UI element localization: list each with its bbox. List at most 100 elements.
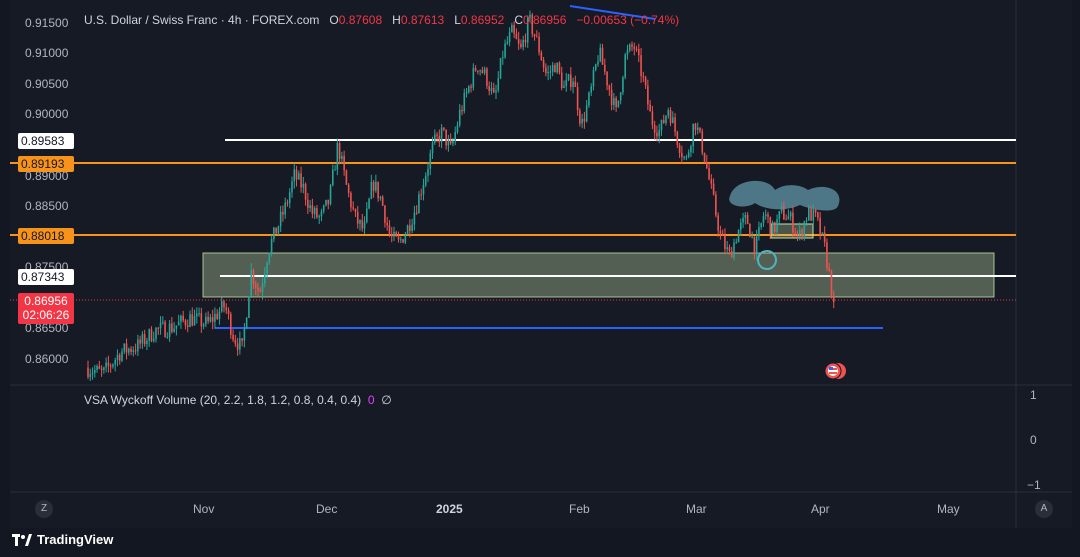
candle-body [465, 92, 468, 94]
indicator-name[interactable]: VSA Wyckoff Volume (20, 2.2, 1.8, 1.2, 0… [84, 393, 362, 407]
candle-body [626, 50, 629, 55]
candle-body [563, 86, 565, 89]
candle-body [377, 181, 379, 199]
candle-body [184, 320, 187, 326]
candle-body [635, 48, 638, 50]
candle-body [400, 239, 402, 241]
candle-body [264, 273, 266, 284]
goto-date-button[interactable]: Z [35, 500, 53, 518]
symbol-title[interactable]: U.S. Dollar / Swiss Franc · 4h · FOREX.c… [84, 13, 320, 27]
candle-body [774, 222, 776, 232]
candle-body [737, 229, 740, 243]
candle-body [354, 208, 357, 212]
candle-body [662, 119, 665, 124]
candle-body [715, 194, 717, 216]
candle-body [604, 64, 606, 72]
candle-body [116, 354, 119, 360]
candle-body [220, 301, 223, 312]
symbol-legend: U.S. Dollar / Swiss Franc · 4h · FOREX.c… [84, 13, 679, 27]
candle-body [311, 205, 314, 214]
candle-body [551, 65, 554, 72]
candle-body [248, 296, 250, 318]
candle-body [316, 208, 318, 218]
candle-body [753, 236, 756, 255]
chart-area[interactable] [10, 0, 1072, 528]
candle-body [692, 123, 694, 147]
candle-body [341, 155, 343, 159]
candle-body [744, 214, 747, 218]
candle-body [96, 366, 98, 370]
candle-body [619, 92, 622, 101]
candle-body [479, 70, 481, 72]
candle-body [148, 329, 150, 341]
candle-body [647, 85, 649, 105]
candle-body [683, 156, 685, 158]
candle-body [388, 225, 391, 235]
candle-body [658, 130, 660, 137]
auto-scale-button[interactable]: A [1035, 500, 1053, 518]
candle-body [123, 343, 126, 352]
candle-body [304, 184, 307, 200]
candle-body [384, 205, 386, 223]
candle-body [828, 267, 830, 271]
candle-body [130, 348, 132, 353]
candle-body [436, 134, 438, 136]
candle-body [570, 74, 572, 88]
candle-body [526, 17, 529, 43]
tradingview-logo[interactable]: TradingView [12, 532, 113, 547]
candle-body [162, 321, 164, 323]
indicator-legend[interactable]: VSA Wyckoff Volume (20, 2.2, 1.8, 1.2, 0… [84, 393, 392, 407]
candle-body [796, 233, 799, 235]
candle-body [483, 68, 486, 73]
time-axis-label: Apr [811, 502, 830, 516]
candle-body [778, 211, 781, 220]
candle-body [492, 87, 495, 93]
candle-body [710, 179, 713, 184]
candle-body [717, 215, 719, 231]
candle-body [232, 334, 234, 340]
candle-body [157, 327, 160, 329]
candle-body [817, 212, 819, 218]
candle-body [288, 192, 291, 203]
change-value: −0.00653 (−0.74%) [576, 13, 680, 27]
candle-body [205, 316, 207, 325]
candle-body [211, 317, 214, 322]
price-chart[interactable] [0, 0, 1080, 528]
candle-body [823, 232, 826, 243]
candle-body [241, 338, 243, 341]
candle-body [495, 90, 497, 93]
candle-body [200, 313, 203, 327]
candle-body [209, 317, 212, 322]
candle-body [402, 239, 404, 243]
us-event-flag-icon[interactable] [824, 362, 846, 380]
candle-body [103, 367, 105, 370]
candle-body [585, 105, 588, 122]
candle-body [694, 123, 697, 130]
candle-body [783, 206, 785, 220]
candle-body [286, 202, 289, 204]
price-axis-label: 0.88500 [25, 199, 69, 213]
candle-body [334, 169, 336, 171]
price-tag-white-low: 0.87343 [18, 269, 74, 285]
candle-body [755, 236, 758, 255]
candle-body [463, 92, 466, 112]
price-axis-label: 0.86500 [25, 321, 69, 335]
candle-body [642, 76, 645, 78]
candle-body [506, 41, 509, 44]
candle-body [771, 222, 774, 235]
open-key: O [329, 13, 339, 27]
candle-body [118, 354, 121, 361]
candle-body [234, 339, 237, 344]
candle-body [583, 118, 586, 122]
candle-body [708, 168, 710, 180]
candle-body [681, 152, 683, 157]
candle-body [173, 328, 175, 332]
candle-body [640, 55, 642, 77]
price-axis-label: 0.90500 [25, 77, 69, 91]
indicator-axis-label: 0 [1030, 433, 1037, 447]
candle-body [622, 77, 624, 93]
candle-body [347, 184, 350, 193]
candle-body [560, 72, 563, 89]
candle-body [98, 366, 101, 369]
candle-body [318, 216, 320, 218]
